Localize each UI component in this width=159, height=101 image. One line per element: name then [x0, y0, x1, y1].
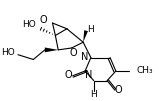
Text: O: O [39, 15, 47, 25]
Text: H: H [90, 90, 97, 99]
Text: O: O [64, 70, 72, 80]
Text: H: H [87, 25, 94, 34]
Text: O: O [115, 85, 122, 95]
Text: O: O [70, 48, 77, 58]
Text: N: N [85, 70, 93, 80]
Polygon shape [83, 30, 88, 42]
Text: N: N [81, 52, 88, 62]
Text: HO: HO [1, 48, 15, 57]
Text: HO: HO [22, 20, 36, 29]
Polygon shape [45, 47, 58, 52]
Text: CH₃: CH₃ [137, 66, 154, 75]
